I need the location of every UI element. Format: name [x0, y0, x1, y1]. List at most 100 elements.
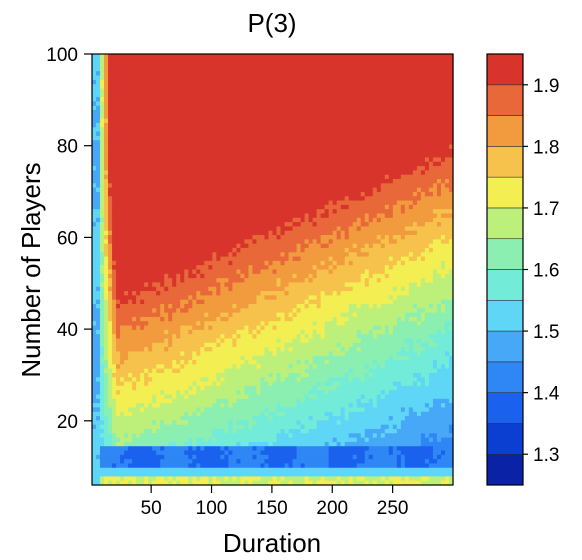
- heatmap-cell: [208, 97, 213, 103]
- heatmap-cell: [240, 265, 246, 271]
- heatmap-cell: [220, 416, 225, 421]
- heatmap-cell: [236, 282, 242, 288]
- heatmap-cell: [220, 420, 225, 426]
- heatmap-cell: [128, 256, 133, 262]
- heatmap-cell: [128, 122, 133, 128]
- heatmap-cell: [176, 88, 181, 94]
- heatmap-cell: [272, 472, 278, 477]
- heatmap-cell: [216, 347, 221, 352]
- heatmap-cell: [160, 161, 165, 167]
- heatmap-cell: [240, 247, 246, 253]
- heatmap-cell: [280, 424, 286, 430]
- heatmap-cell: [204, 148, 209, 154]
- heatmap-cell: [140, 131, 145, 137]
- heatmap-cell: [96, 368, 101, 374]
- heatmap-cell: [124, 463, 129, 469]
- heatmap-cell: [124, 282, 129, 288]
- heatmap-cell: [124, 454, 129, 460]
- heatmap-cell: [228, 170, 233, 176]
- heatmap-cell: [204, 459, 209, 465]
- heatmap-cell: [208, 338, 213, 344]
- heatmap-cell: [212, 472, 217, 477]
- heatmap-cell: [264, 204, 270, 210]
- heatmap-cell: [180, 329, 185, 335]
- heatmap-cell: [156, 239, 161, 245]
- heatmap-cell: [156, 209, 161, 215]
- heatmap-cell: [132, 153, 137, 159]
- heatmap-cell: [136, 71, 141, 77]
- heatmap-cell: [152, 390, 157, 396]
- heatmap-cell: [260, 459, 266, 465]
- heatmap-cell: [204, 88, 209, 94]
- heatmap-cell: [180, 183, 185, 189]
- heatmap-cell: [96, 235, 101, 240]
- heatmap-cell: [236, 472, 242, 477]
- heatmap-cell: [164, 178, 169, 184]
- heatmap-cell: [96, 321, 101, 327]
- heatmap-cell: [188, 368, 193, 374]
- heatmap-cell: [220, 299, 225, 305]
- heatmap-cell: [160, 308, 165, 314]
- heatmap-cell: [216, 312, 221, 318]
- heatmap-cell: [264, 325, 270, 331]
- heatmap-cell: [188, 476, 193, 482]
- heatmap-cell: [264, 381, 270, 387]
- heatmap-cell: [108, 71, 113, 77]
- heatmap-cell: [240, 75, 246, 81]
- heatmap-cell: [288, 316, 294, 322]
- heatmap-cell: [288, 407, 294, 413]
- heatmap-cell: [180, 127, 185, 133]
- heatmap-cell: [208, 247, 213, 253]
- heatmap-cell: [100, 166, 105, 171]
- heatmap-cell: [112, 321, 117, 327]
- heatmap-cell: [96, 377, 101, 383]
- heatmap-cell: [108, 377, 113, 383]
- heatmap-cell: [192, 390, 197, 396]
- heatmap-cell: [120, 204, 125, 210]
- heatmap-cell: [96, 178, 101, 184]
- heatmap-cell: [208, 62, 213, 68]
- heatmap-cell: [288, 235, 294, 240]
- heatmap-cell: [96, 334, 101, 340]
- heatmap-cell: [276, 476, 282, 482]
- heatmap-cell: [200, 416, 205, 421]
- heatmap-cell: [252, 200, 258, 206]
- heatmap-cell: [268, 247, 274, 253]
- heatmap-cell: [104, 97, 109, 103]
- heatmap-cell: [208, 174, 213, 180]
- heatmap-cell: [132, 424, 137, 430]
- heatmap-cell: [160, 390, 165, 396]
- heatmap-cell: [284, 351, 290, 357]
- heatmap-cell: [232, 476, 237, 482]
- heatmap-cell: [96, 170, 101, 176]
- heatmap-cell: [284, 321, 290, 327]
- heatmap-cell: [240, 256, 246, 262]
- heatmap-cell: [276, 269, 282, 275]
- heatmap-cell: [276, 428, 282, 434]
- heatmap-cell: [220, 424, 225, 430]
- heatmap-cell: [168, 446, 173, 452]
- heatmap-cell: [92, 329, 97, 335]
- heatmap-cell: [160, 114, 165, 120]
- heatmap-cell: [252, 325, 258, 331]
- heatmap-cell: [104, 222, 109, 227]
- heatmap-cell: [232, 329, 237, 335]
- heatmap-cell: [272, 299, 278, 305]
- heatmap-cell: [252, 226, 258, 232]
- heatmap-cell: [216, 200, 221, 206]
- heatmap-cell: [236, 329, 242, 335]
- heatmap-cell: [160, 101, 165, 107]
- heatmap-cell: [164, 58, 169, 64]
- heatmap-cell: [136, 110, 141, 115]
- heatmap-cell: [128, 459, 133, 465]
- heatmap-cell: [260, 411, 266, 417]
- heatmap-cell: [184, 403, 189, 409]
- heatmap-cell: [272, 122, 278, 128]
- heatmap-cell: [276, 360, 282, 365]
- heatmap-cell: [252, 420, 258, 426]
- heatmap-cell: [108, 204, 113, 210]
- heatmap-cell: [184, 463, 189, 469]
- heatmap-cell: [204, 390, 209, 396]
- heatmap-cell: [264, 222, 270, 227]
- heatmap-cell: [268, 222, 274, 227]
